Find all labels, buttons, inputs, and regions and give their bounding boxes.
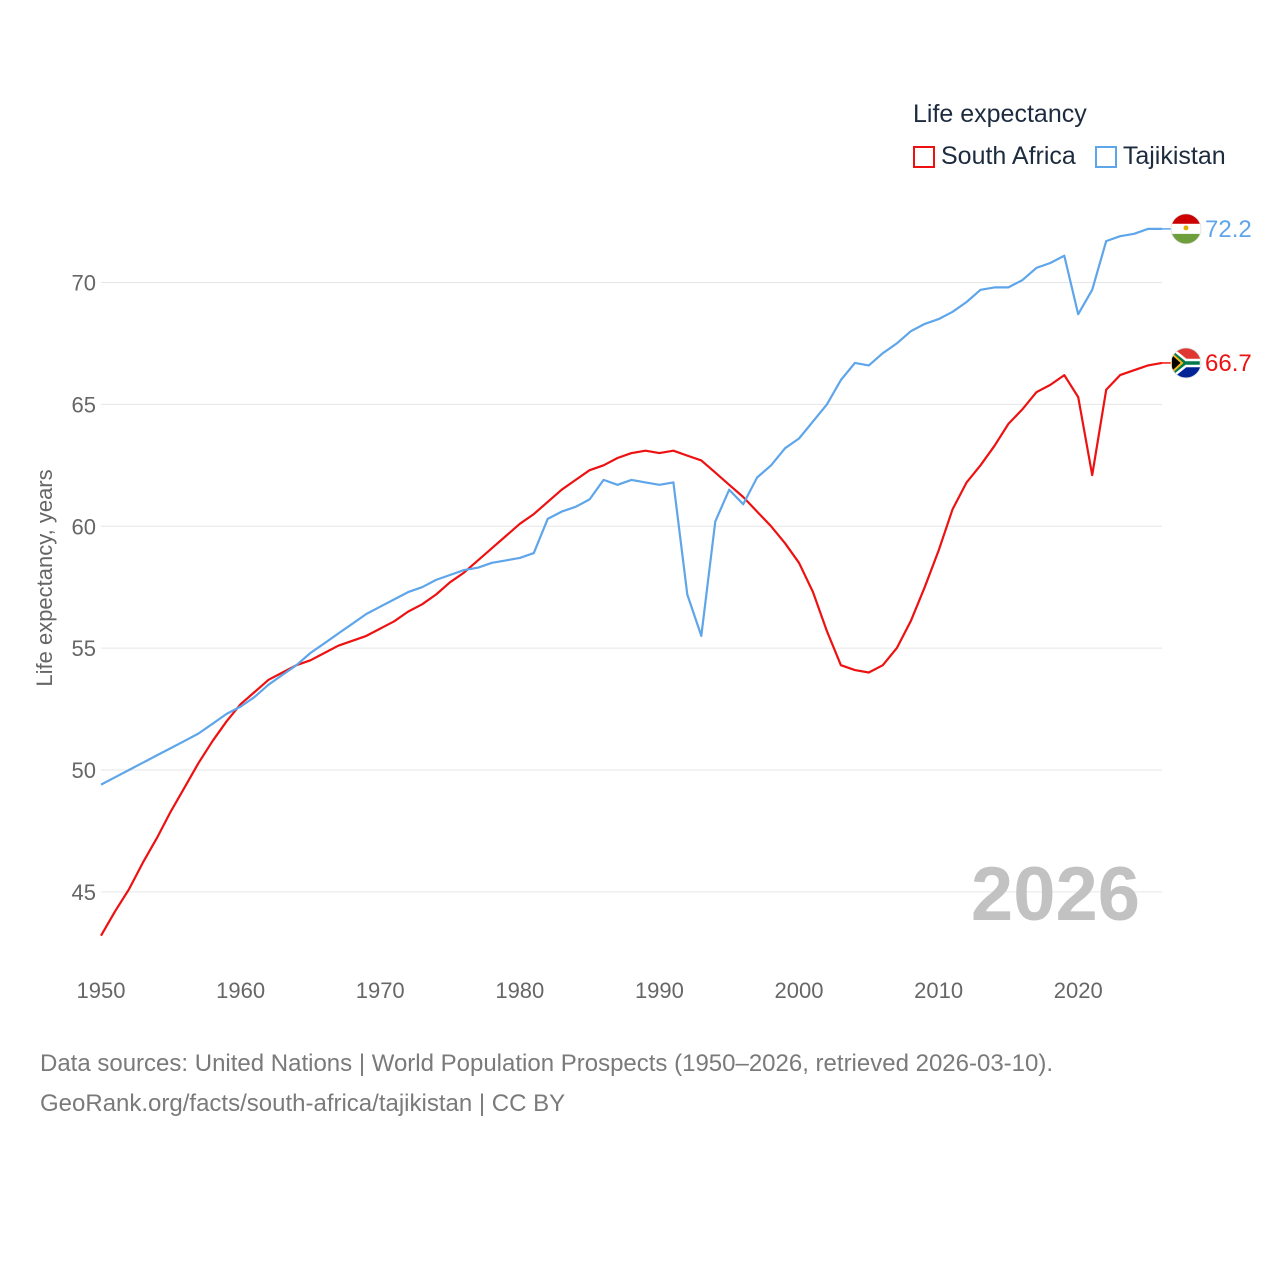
y-tick-label: 55: [72, 636, 96, 661]
legend-item-tajikistan[interactable]: Tajikistan: [1094, 142, 1226, 171]
end-value-label-south-africa: 66.7: [1205, 350, 1252, 377]
y-tick-label: 70: [72, 271, 96, 296]
south-africa-flag-icon: [1170, 347, 1202, 379]
gridlines: [101, 282, 1162, 893]
series-line-south-africa[interactable]: [100, 361, 1163, 937]
series-lines: [100, 227, 1163, 937]
y-tick-label: 45: [72, 880, 96, 905]
series-line-tajikistan[interactable]: [100, 227, 1162, 786]
x-tick-label: 1960: [216, 978, 265, 1003]
legend: South Africa Tajikistan: [913, 142, 1245, 171]
x-tick-label: 1950: [77, 978, 126, 1003]
source-line: Data sources: United Nations | World Pop…: [40, 1050, 1054, 1077]
y-tick-label: 60: [72, 514, 96, 539]
end-value-label-tajikistan: 72.2: [1205, 216, 1252, 243]
x-tick-label: 2000: [775, 978, 824, 1003]
x-axis-ticks: 1950 1960 1970 1980 1990 2000 2010 2020: [77, 978, 1103, 1003]
source-footer: Data sources: United Nations | World Pop…: [40, 1044, 1053, 1124]
x-tick-label: 1980: [495, 978, 544, 1003]
y-tick-label: 50: [72, 758, 96, 783]
legend-swatch-south-africa: [913, 145, 935, 168]
series-end-labels: 66.7 72.2: [1162, 213, 1252, 379]
y-axis-ticks: 45 50 55 60 65 70: [72, 271, 96, 905]
tajikistan-flag-icon: [1170, 213, 1202, 245]
y-axis-label: Life expectancy, years: [32, 469, 57, 686]
x-tick-label: 1970: [356, 978, 405, 1003]
x-tick-label: 2010: [914, 978, 963, 1003]
x-tick-label: 1990: [635, 978, 684, 1003]
legend-item-south-africa[interactable]: South Africa: [913, 142, 1076, 171]
year-watermark: 2026: [971, 852, 1140, 937]
x-tick-label: 2020: [1054, 978, 1103, 1003]
legend-label-south-africa: South Africa: [941, 142, 1076, 170]
y-tick-label: 65: [72, 392, 96, 417]
legend-title: Life expectancy: [913, 100, 1087, 128]
legend-label-tajikistan: Tajikistan: [1122, 142, 1226, 170]
legend-swatch-tajikistan: [1094, 145, 1117, 168]
attribution-link[interactable]: GeoRank.org/facts/south-africa/tajikista…: [40, 1090, 566, 1117]
